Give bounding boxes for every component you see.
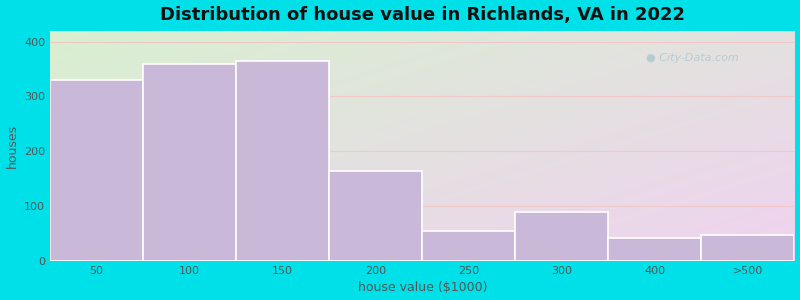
Bar: [330, 170, 422, 261]
Bar: [143, 64, 236, 261]
Bar: [422, 231, 515, 261]
Bar: [515, 212, 608, 261]
Y-axis label: houses: houses: [6, 124, 18, 168]
Bar: [236, 61, 330, 261]
Bar: [608, 238, 702, 261]
Bar: [702, 235, 794, 261]
X-axis label: house value ($1000): house value ($1000): [358, 281, 487, 294]
Text: ● City-Data.com: ● City-Data.com: [646, 53, 738, 63]
Title: Distribution of house value in Richlands, VA in 2022: Distribution of house value in Richlands…: [160, 6, 685, 24]
Bar: [50, 80, 143, 261]
